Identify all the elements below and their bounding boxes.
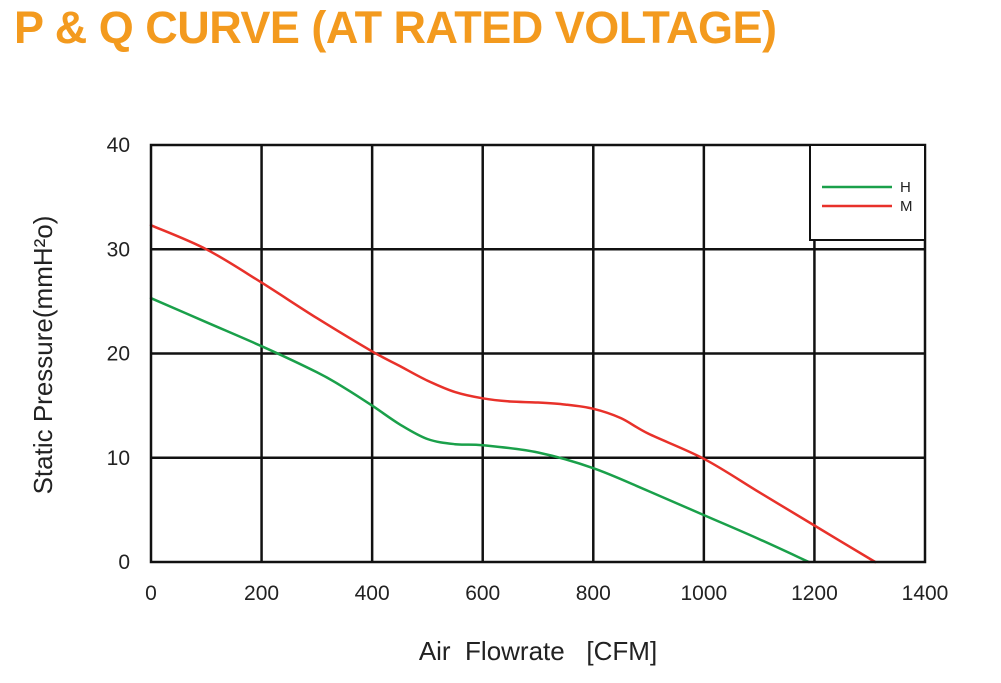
chart-title: P & Q CURVE (AT RATED VOLTAGE) <box>14 2 777 53</box>
y-axis-label: Static Pressure(mmH²o) <box>28 216 58 495</box>
legend-box <box>809 144 926 241</box>
x-tick-label: 200 <box>244 582 279 605</box>
legend-label-m: M <box>900 198 913 215</box>
x-tick-label: 600 <box>465 582 500 605</box>
x-tick-labels: 0 200 400 600 800 1000 1200 1400 <box>145 582 948 605</box>
legend-label-h: H <box>900 179 911 196</box>
plot-frame <box>149 143 927 564</box>
x-tick-label: 1000 <box>680 582 727 605</box>
x-tick-label: 0 <box>145 582 157 605</box>
grid-lines <box>151 145 925 562</box>
series-lines <box>149 224 877 564</box>
y-tick-label: 0 <box>118 551 130 574</box>
y-tick-label: 10 <box>107 447 130 470</box>
y-tick-label: 20 <box>107 343 130 366</box>
x-tick-label: 800 <box>576 582 611 605</box>
series-line-m <box>149 224 877 564</box>
x-tick-label: 1200 <box>791 582 838 605</box>
y-tick-label: 30 <box>107 238 130 261</box>
x-tick-label: 400 <box>355 582 390 605</box>
legend: H M <box>809 144 926 241</box>
y-tick-label: 40 <box>107 134 130 157</box>
y-tick-labels: 0 10 20 30 40 <box>107 134 130 574</box>
series-line-h <box>149 296 811 564</box>
x-tick-label: 1400 <box>902 582 949 605</box>
x-axis-label: Air Flowrate [CFM] <box>419 636 657 666</box>
